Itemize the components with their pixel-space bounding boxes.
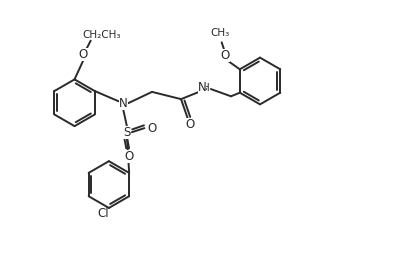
Text: CH₃: CH₃ <box>210 28 229 38</box>
Text: O: O <box>186 119 195 131</box>
Text: O: O <box>79 48 88 61</box>
Text: Cl: Cl <box>97 207 109 221</box>
Text: O: O <box>148 122 157 135</box>
Text: O: O <box>125 150 134 163</box>
Text: O: O <box>220 49 229 62</box>
Text: N: N <box>118 97 127 110</box>
Text: H: H <box>202 83 210 93</box>
Text: N: N <box>197 81 206 94</box>
Text: S: S <box>123 126 131 139</box>
Text: CH₂CH₃: CH₂CH₃ <box>83 31 121 40</box>
